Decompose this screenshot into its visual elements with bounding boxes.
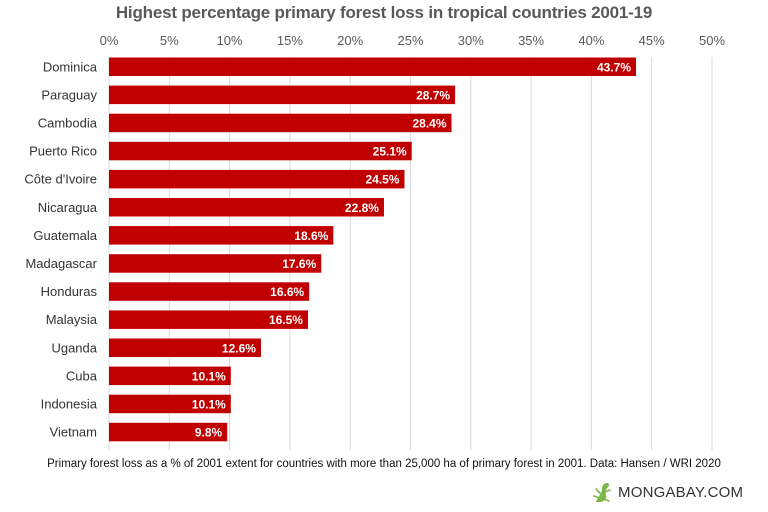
bar — [109, 422, 228, 442]
data-labels: 43.7% 28.7% 28.4% 25.1% 24.5% 22.8% 18.6% 17.6%… — [192, 60, 632, 439]
x-tick-label: 50% — [699, 33, 725, 48]
data-label: 25.1% — [373, 145, 407, 159]
category-label: Uganda — [51, 340, 97, 355]
x-tick-label: 15% — [277, 33, 303, 48]
bar — [109, 366, 231, 386]
data-label: 12.6% — [222, 341, 256, 355]
category-label: Nicaragua — [38, 200, 98, 215]
data-label: 10.1% — [192, 369, 226, 383]
x-tick-label: 5% — [160, 33, 179, 48]
bar — [109, 282, 310, 301]
x-tick-label: 45% — [639, 33, 665, 48]
x-tick-label: 30% — [458, 33, 484, 48]
data-label: 43.7% — [597, 60, 631, 74]
data-label: 18.6% — [294, 229, 328, 243]
data-label: 10.1% — [192, 397, 226, 411]
bars — [109, 57, 637, 442]
category-label: Vietnam — [50, 425, 97, 440]
category-label: Puerto Rico — [29, 144, 97, 159]
bar-chart: 0% 5% 10% 15% 20% 25% 30% 35% 40% 45% 50% Dominica… — [24, 33, 726, 450]
category-label: Indonesia — [41, 396, 98, 411]
footnote: Primary forest loss as a % of 2001 exten… — [47, 458, 721, 470]
data-label: 16.6% — [270, 285, 304, 299]
data-label: 28.4% — [412, 116, 446, 130]
logo-text: MONGABAY.COM — [618, 484, 744, 501]
bar — [109, 169, 405, 189]
category-label: Cuba — [66, 368, 98, 383]
x-tick-label: 20% — [337, 33, 363, 48]
x-tick-label: 40% — [578, 33, 604, 48]
category-label: Honduras — [41, 284, 98, 299]
bar — [109, 57, 637, 76]
bar — [109, 310, 308, 329]
bar — [109, 254, 322, 273]
x-tick-label: 35% — [518, 33, 544, 48]
mongabay-logo: MONGABAY.COM — [590, 480, 750, 506]
bar — [109, 338, 261, 357]
category-label: Malaysia — [46, 312, 98, 327]
bar — [109, 198, 384, 217]
bar — [109, 113, 452, 133]
data-label: 24.5% — [365, 173, 399, 187]
bar — [109, 141, 412, 161]
x-tick-label: 0% — [100, 33, 119, 48]
x-tick-label: 25% — [397, 33, 423, 48]
category-labels: Dominica Paraguay Cambodia Puerto Rico Côte … — [24, 59, 97, 439]
bar — [109, 85, 456, 105]
chart-title: Highest percentage primary forest loss i… — [115, 3, 653, 22]
data-label: 17.6% — [282, 257, 316, 271]
category-label: Dominica — [43, 59, 98, 74]
data-label: 28.7% — [416, 88, 450, 102]
gecko-icon — [593, 483, 611, 502]
data-label: 22.8% — [345, 201, 379, 215]
bar — [109, 226, 334, 245]
category-label: Guatemala — [33, 228, 97, 243]
x-tick-label: 10% — [217, 33, 243, 48]
x-axis-ticks: 0% 5% 10% 15% 20% 25% 30% 35% 40% 45% 50% — [100, 33, 726, 48]
data-label: 16.5% — [269, 313, 303, 327]
bar — [109, 394, 231, 414]
category-label: Paraguay — [41, 87, 97, 102]
data-label: 9.8% — [195, 426, 223, 440]
category-label: Cambodia — [38, 115, 98, 130]
category-label: Côte d'Ivoire — [24, 172, 97, 187]
category-label: Madagascar — [25, 256, 97, 271]
